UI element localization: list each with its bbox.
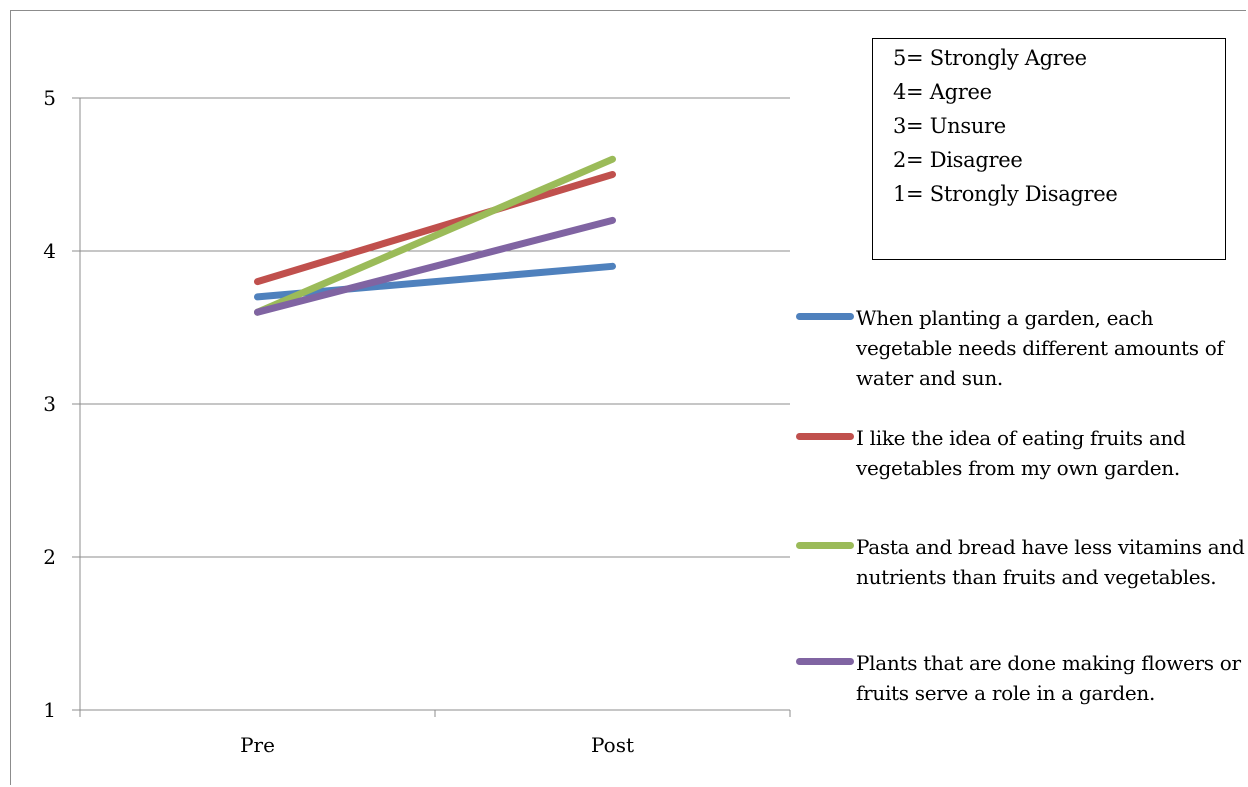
series-line-3 xyxy=(254,155,616,316)
legend-swatch-series-4 xyxy=(796,658,854,665)
legend-swatch-series-1 xyxy=(796,313,854,320)
legend-label-series-1: When planting a garden, each vegetable n… xyxy=(856,306,1224,390)
x-tick-label-post: Post xyxy=(591,733,634,757)
legend-swatch-series-2 xyxy=(796,433,854,440)
scale-key-line-5: 5= Strongly Agree xyxy=(893,46,1087,70)
scale-key-line-4: 4= Agree xyxy=(893,80,992,104)
y-tick-label-2: 2 xyxy=(43,545,56,569)
series-line-2 xyxy=(254,171,616,286)
scale-key-line-3: 3= Unsure xyxy=(893,114,1006,138)
y-tick-label-1: 1 xyxy=(43,698,56,722)
scale-key-line-1: 1= Strongly Disagree xyxy=(893,182,1118,206)
x-tick-label-pre: Pre xyxy=(240,733,275,757)
scale-key-box: 5= Strongly Agree 4= Agree 3= Unsure 2= … xyxy=(872,38,1226,260)
y-tick-label-3: 3 xyxy=(43,392,56,416)
y-tick-label-4: 4 xyxy=(43,239,56,263)
chart-frame xyxy=(10,10,1246,785)
legend-label-series-3: Pasta and bread have less vitamins and n… xyxy=(856,535,1245,589)
scale-key-line-2: 2= Disagree xyxy=(893,148,1023,172)
legend-swatch-series-3 xyxy=(796,542,854,549)
legend-label-series-4: Plants that are done making flowers or f… xyxy=(856,651,1241,705)
series-line-1 xyxy=(254,262,616,301)
y-tick-label-5: 5 xyxy=(43,86,56,110)
legend-label-series-2: I like the idea of eating fruits and veg… xyxy=(856,426,1186,480)
series-line-4 xyxy=(254,216,616,316)
